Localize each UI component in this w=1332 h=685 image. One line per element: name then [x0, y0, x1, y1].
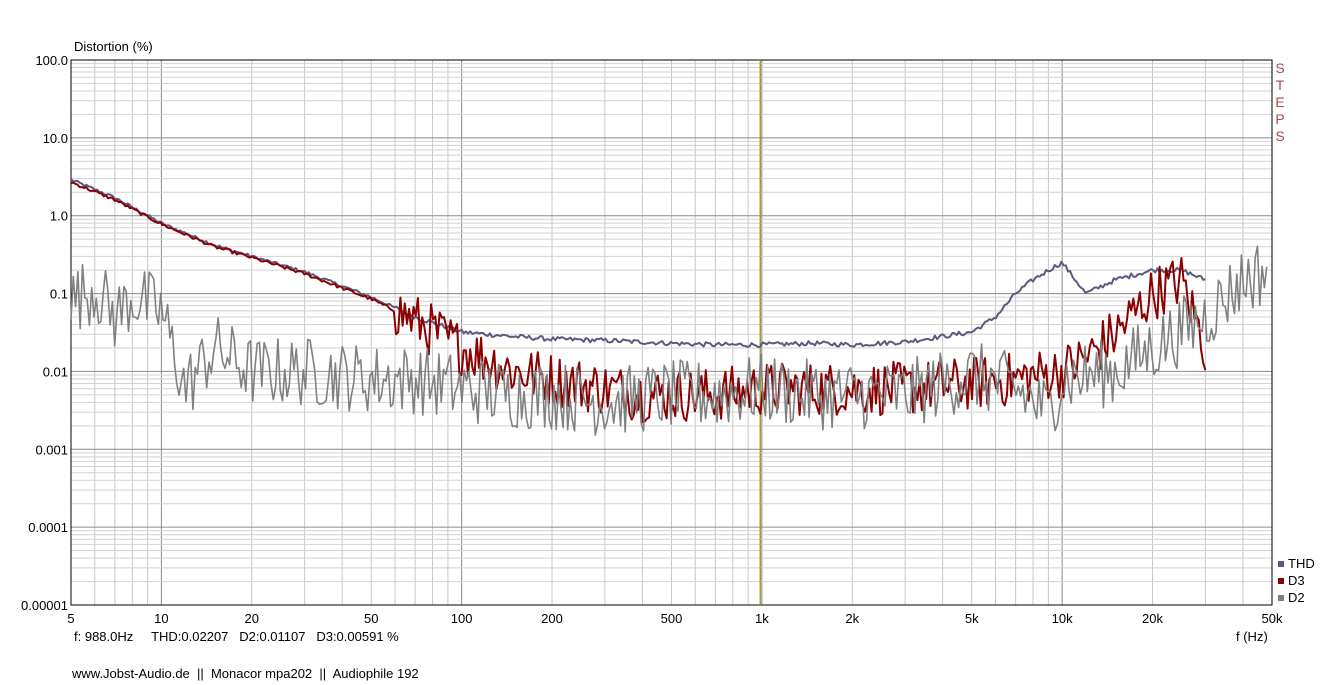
- legend-swatch-d3: [1278, 577, 1284, 584]
- steps-vertical-label: S T E P S: [1274, 60, 1286, 145]
- y-tick-label: 0.001: [35, 442, 68, 457]
- legend: THD D3 D2: [1278, 555, 1315, 606]
- x-tick-label: 500: [661, 611, 683, 626]
- x-tick-label: 1k: [755, 611, 769, 626]
- cursor-readout: f: 988.0Hz THD:0.02207 D2:0.01107 D3:0.0…: [74, 629, 399, 644]
- x-tick-label: 10k: [1052, 611, 1073, 626]
- x-tick-label: 200: [541, 611, 563, 626]
- steps-letter: P: [1275, 111, 1285, 127]
- credit-line: www.Jobst-Audio.de || Monacor mpa202 || …: [72, 666, 419, 681]
- legend-item-d2[interactable]: D2: [1278, 589, 1315, 606]
- legend-label-d2: D2: [1288, 590, 1305, 605]
- legend-item-thd[interactable]: THD: [1278, 555, 1315, 572]
- y-tick-label: 100.0: [35, 53, 68, 68]
- x-axis-label: f (Hz): [1236, 629, 1268, 644]
- y-tick-label: 1.0: [50, 209, 68, 224]
- series-line-d3: [70, 181, 1207, 424]
- legend-label-d3: D3: [1288, 573, 1305, 588]
- y-tick-label: 0.00001: [21, 598, 68, 613]
- legend-item-d3[interactable]: D3: [1278, 572, 1315, 589]
- x-tick-label: 50k: [1262, 611, 1283, 626]
- y-axis-label: Distortion (%): [74, 39, 153, 54]
- steps-letter: S: [1275, 60, 1285, 76]
- x-tick-label: 2k: [845, 611, 859, 626]
- y-tick-label: 10.0: [43, 131, 68, 146]
- y-tick-label: 0.1: [50, 287, 68, 302]
- x-tick-label: 5: [67, 611, 74, 626]
- steps-letter: E: [1275, 94, 1285, 110]
- series-line-thd: [70, 178, 1206, 349]
- legend-label-thd: THD: [1288, 556, 1315, 571]
- series-line-d2: [70, 245, 1268, 436]
- legend-swatch-d2: [1278, 594, 1284, 601]
- x-tick-label: 100: [451, 611, 473, 626]
- x-tick-label: 20k: [1142, 611, 1163, 626]
- x-tick-label: 5k: [965, 611, 979, 626]
- legend-swatch-thd: [1278, 560, 1284, 567]
- x-tick-label: 10: [154, 611, 168, 626]
- steps-letter: S: [1275, 128, 1285, 144]
- plot-frame: [70, 59, 1273, 606]
- y-tick-label: 0.0001: [28, 520, 68, 535]
- steps-letter: T: [1275, 77, 1285, 93]
- x-tick-label: 50: [364, 611, 378, 626]
- x-tick-label: 20: [245, 611, 259, 626]
- y-tick-label: 0.01: [43, 364, 68, 379]
